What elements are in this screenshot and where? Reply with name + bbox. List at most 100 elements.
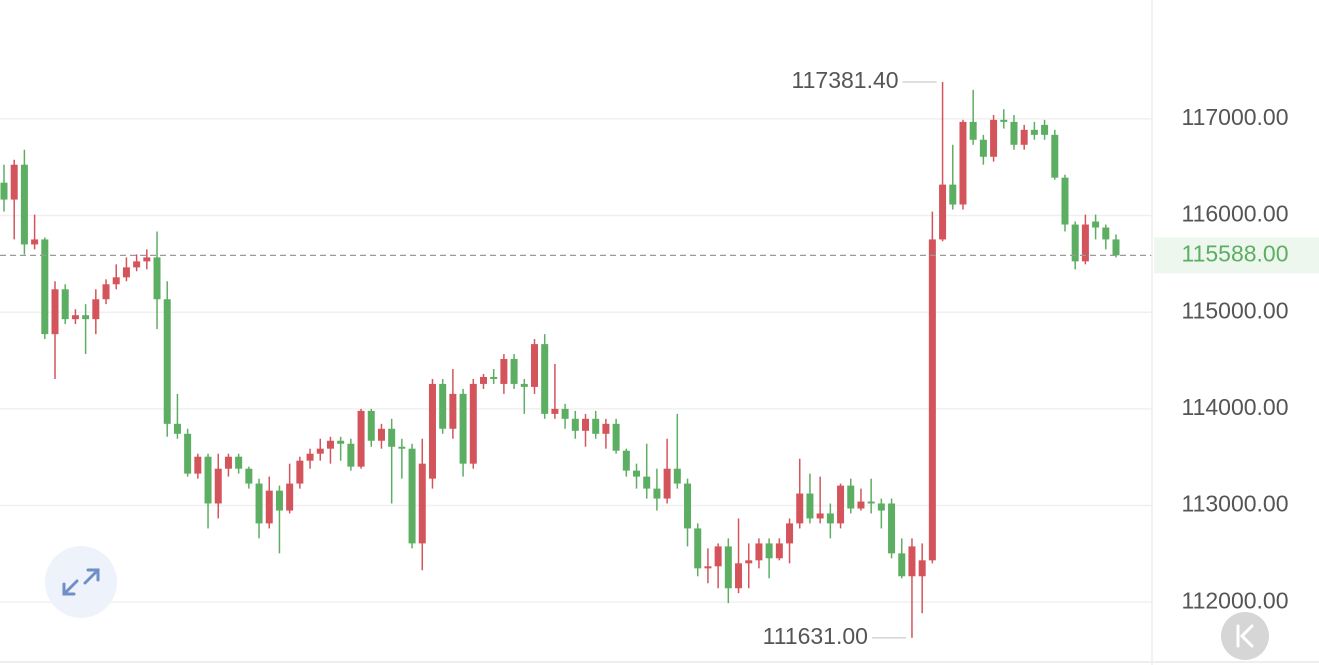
candle-body <box>235 456 243 469</box>
candle-body <box>673 468 681 484</box>
candle-body <box>530 344 538 387</box>
candle-body <box>918 560 926 577</box>
candle-body <box>153 257 161 300</box>
y-tick-label: 112000.00 <box>1181 587 1288 613</box>
expand-button-bg[interactable] <box>45 546 117 618</box>
candle-body <box>0 182 8 200</box>
candle-body <box>928 239 936 561</box>
expand-icon[interactable] <box>62 568 100 596</box>
candle-body <box>31 239 39 245</box>
candle-body <box>143 257 151 262</box>
candle-body <box>694 528 702 569</box>
candle-body <box>82 315 90 320</box>
candle-body <box>582 418 590 431</box>
candle-body <box>602 423 610 434</box>
candle-body <box>745 560 753 564</box>
candle-body <box>306 453 314 461</box>
candle-body <box>418 463 426 544</box>
y-tick-label: 114000.00 <box>1181 394 1288 420</box>
candle-body <box>133 261 141 268</box>
candle-body <box>775 543 783 559</box>
candle-body <box>428 383 436 479</box>
candle-body <box>41 239 49 335</box>
candle-body <box>877 503 885 511</box>
candle-body <box>459 393 467 464</box>
k-icon[interactable] <box>1236 624 1254 648</box>
candle-body <box>214 468 222 504</box>
candle-body <box>224 456 232 469</box>
candle-body <box>357 410 365 467</box>
candle-body <box>857 501 865 509</box>
candle-body <box>735 563 743 589</box>
candle-body <box>786 523 794 544</box>
candle-body <box>337 440 345 444</box>
y-tick-label: 113000.00 <box>1181 491 1288 517</box>
candle-body <box>388 428 396 447</box>
candle-body <box>1092 221 1100 228</box>
candle-body <box>724 546 732 589</box>
y-tick-label: 117000.00 <box>1181 104 1288 130</box>
candle-body <box>326 440 334 449</box>
candle-body <box>592 418 600 434</box>
candle-body <box>959 121 967 205</box>
candle-body <box>316 448 324 454</box>
candle-body <box>194 456 202 474</box>
candle-body <box>10 164 18 200</box>
candle-body <box>684 483 692 529</box>
candle-body <box>500 358 508 384</box>
plot: 117381.40 111631.00 <box>0 67 1152 649</box>
candle-body <box>184 433 192 474</box>
candle-body <box>163 299 171 424</box>
min-label: 111631.00 <box>763 623 868 649</box>
candle-body <box>541 344 549 414</box>
candle-body <box>1030 129 1038 135</box>
candle-body <box>755 543 763 561</box>
candle-body <box>296 460 304 484</box>
candle-body <box>714 546 722 567</box>
candle-body <box>898 553 906 577</box>
candle-body <box>347 443 355 467</box>
candle-body <box>367 410 375 441</box>
candle-body <box>622 450 630 471</box>
candle-body <box>112 277 120 285</box>
candle-body <box>816 513 824 519</box>
candle-body <box>837 485 845 524</box>
candle-body <box>1071 224 1079 262</box>
candle-body <box>1000 119 1008 122</box>
candle-body <box>1102 227 1110 240</box>
candle-body <box>1112 239 1120 256</box>
candle-body <box>1020 129 1028 145</box>
candle-body <box>949 184 957 205</box>
candle-body <box>826 513 834 524</box>
candle-body <box>633 470 641 477</box>
candle-body <box>990 119 998 157</box>
candle-body <box>1081 224 1089 262</box>
expand-button[interactable] <box>45 546 117 618</box>
candle-body <box>561 408 569 419</box>
candle-body <box>479 376 487 384</box>
candle-body <box>979 139 987 157</box>
candle-body <box>1041 124 1049 135</box>
candle-body <box>663 468 671 499</box>
candle-body <box>806 493 814 519</box>
candle-body <box>847 485 855 509</box>
candle-body <box>969 121 977 140</box>
candle-body <box>286 483 294 511</box>
candle-body <box>510 358 518 384</box>
candle-body <box>102 284 110 300</box>
candle-body <box>122 267 130 278</box>
candle-body <box>520 383 528 387</box>
candle-body <box>449 393 457 429</box>
k-button[interactable] <box>1221 612 1269 660</box>
candle-body <box>173 423 181 434</box>
candle-body <box>490 376 498 379</box>
candle-body <box>377 428 385 441</box>
candle-body <box>908 546 916 577</box>
candle-body <box>398 446 406 449</box>
candle-body <box>1010 121 1018 145</box>
k-button-bg[interactable] <box>1221 612 1269 660</box>
candle-body <box>653 488 661 499</box>
candle-body <box>939 184 947 240</box>
